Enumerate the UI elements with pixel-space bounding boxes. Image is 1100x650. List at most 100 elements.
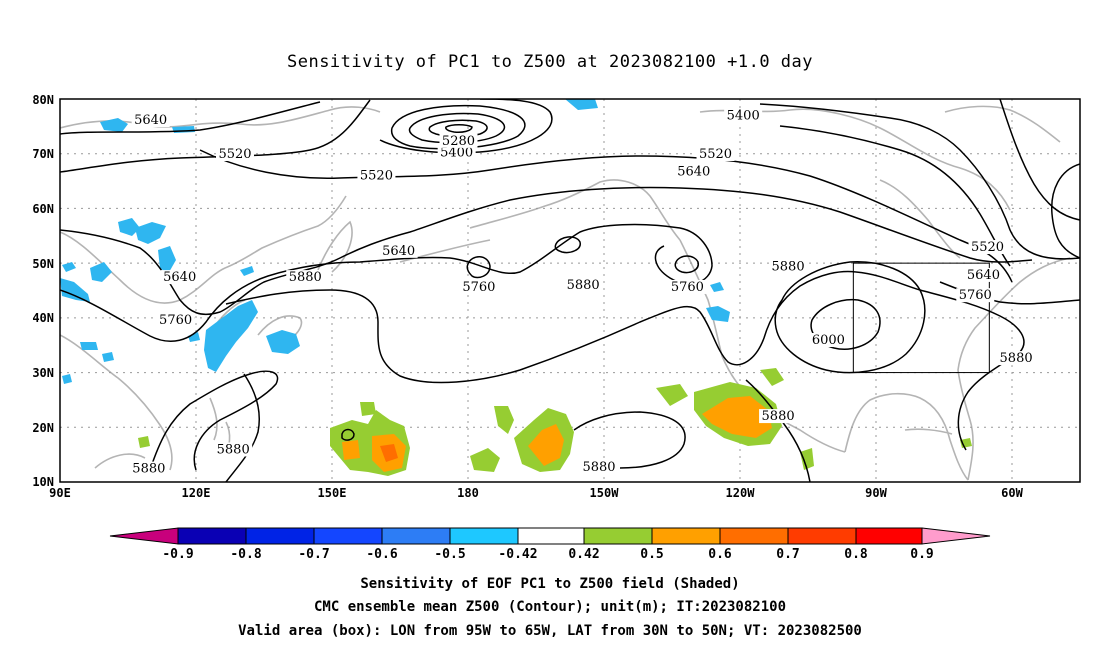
- colorbar-bin: [517, 527, 585, 545]
- contour-label: 5760: [671, 280, 704, 295]
- colorbar-label: -0.42: [498, 547, 537, 562]
- coastline-borneo: [94, 453, 146, 469]
- coastline-greenland: [944, 105, 1061, 143]
- pos-patch-south-china-sea: [138, 436, 150, 448]
- contour-5280-low-ring-2: [408, 112, 506, 144]
- pos-patch-east-pacific-core: [702, 396, 772, 438]
- pos-patch-mexico: [760, 368, 784, 386]
- contour-label: 5880: [289, 270, 322, 285]
- contour-5640-greenland: [999, 99, 1080, 221]
- lon-tick-label: 120E: [182, 486, 211, 500]
- colorbar-bin: [449, 527, 519, 545]
- contour-label-background: [759, 409, 798, 424]
- neg-patch-mongolia-b: [62, 262, 76, 272]
- pos-patch-hawaii-west-b: [470, 448, 500, 472]
- colorbar-bin: [177, 527, 247, 545]
- pos-patch-central-america: [800, 448, 814, 470]
- lat-tick-label: 50N: [32, 257, 54, 271]
- coastline-gulf-of-mexico: [844, 392, 969, 481]
- contour-5880-subtropical-ridge: [855, 271, 1025, 451]
- contour-label-background: [964, 267, 1003, 282]
- pos-patch-marianas-core-a: [342, 440, 360, 460]
- coastline-asia-east: [60, 195, 347, 304]
- colorbar-label: 0.7: [776, 547, 799, 562]
- figure-caption: Sensitivity of EOF PC1 to Z500 field (Sh…: [238, 576, 862, 639]
- positive-sensitivity-patches: [138, 368, 972, 476]
- contour-5520-canada-trough: [779, 125, 1011, 267]
- colorbar-label: -0.7: [298, 547, 329, 562]
- contour-5640-labrador: [1051, 163, 1080, 259]
- contour-label-background: [674, 164, 713, 179]
- contour-5880-mid-pacific: [149, 370, 279, 471]
- contour-labels: 5640552055205400528054005520564056405640…: [129, 108, 1036, 477]
- sensitivity-shading: [60, 99, 972, 476]
- contour-label: 5640: [382, 244, 415, 259]
- contour-label-background: [156, 312, 195, 327]
- contour-6000-high-outer: [774, 261, 926, 374]
- lon-tick-label: 90E: [49, 486, 71, 500]
- colorbar-label: -0.6: [366, 547, 397, 562]
- contour-label-background: [668, 279, 707, 294]
- contour-label-background: [956, 288, 995, 303]
- neg-patch-west-china: [62, 374, 72, 384]
- contour-label-background: [809, 333, 848, 348]
- contour-5520-central: [199, 149, 1013, 283]
- contour-label: 5400: [440, 145, 473, 160]
- contour-label: 6000: [812, 333, 845, 348]
- contour-label-background: [129, 461, 168, 476]
- contour-label: 5400: [727, 109, 760, 124]
- contour-5880-taiwan: [225, 373, 260, 482]
- lat-tick-label: 80N: [32, 93, 54, 107]
- contour-label-background: [379, 243, 418, 258]
- colorbar-label: 0.9: [910, 547, 933, 562]
- contour-label-background: [286, 270, 325, 285]
- contour-5280-low-ring-3: [428, 119, 488, 138]
- map-frame: [59, 98, 1081, 483]
- contour-label-background: [131, 113, 170, 128]
- valid-area-box: [852, 262, 990, 374]
- colorbar-bin: [787, 527, 857, 545]
- lon-tick-label: 180: [457, 486, 479, 500]
- contour-label-background: [160, 270, 199, 285]
- contour-closed-mid-b: [674, 255, 699, 274]
- colorbar-label: -0.8: [230, 547, 261, 562]
- contour-label: 5520: [360, 168, 393, 183]
- lon-tick-label: 120W: [726, 486, 756, 500]
- lat-tick-label: 40N: [32, 311, 54, 325]
- neg-patch-siberia-mid-b: [135, 222, 166, 244]
- contour-label: 5880: [567, 278, 600, 293]
- neg-patch-siberia-mid-a: [118, 218, 140, 236]
- contour-5880-central: [225, 270, 857, 384]
- contour-5640-siberia-ridge: [60, 186, 1033, 316]
- contour-label: 5880: [582, 460, 615, 475]
- contour-closed-mid-a: [554, 236, 581, 254]
- pos-patch-hawaii-core: [528, 424, 564, 466]
- contour-label: 5640: [967, 268, 1000, 283]
- neg-patch-north-china: [240, 266, 254, 276]
- contour-5880-pacific-east: [573, 411, 686, 469]
- contour-label: 5520: [218, 147, 251, 162]
- neg-patch-japan: [266, 330, 300, 354]
- neg-patch-mongolia-a: [90, 262, 112, 282]
- contour-label: 5760: [959, 288, 992, 303]
- neg-patch-china-inland: [80, 342, 98, 350]
- colorbar-label: -0.9: [162, 547, 193, 562]
- neg-patch-bc-coast: [710, 282, 724, 292]
- contour-label-background: [357, 168, 396, 183]
- pos-patch-east-pacific-a: [656, 384, 688, 406]
- neg-patch-siberia-mid-c: [158, 246, 176, 274]
- contour-label: 5640: [677, 165, 710, 180]
- colorbar-label: 0.6: [708, 547, 732, 562]
- neg-patch-central-asia: [60, 278, 90, 302]
- neg-patch-south-china: [102, 352, 114, 362]
- contour-label-background: [968, 240, 1007, 255]
- lon-tick-label: 150E: [318, 486, 347, 500]
- contour-label: 5640: [134, 113, 167, 128]
- contour-label: 5520: [699, 147, 732, 162]
- longitude-axis-labels: 90E 120E 150E 180 150W 120W 90W 60W: [49, 486, 1023, 500]
- contour-closed-mid-c: [466, 256, 491, 279]
- contour-5880-mexico: [745, 379, 811, 482]
- contour-label-background: [437, 145, 476, 160]
- coastline-kamchatka: [317, 220, 353, 273]
- colorbar-label: 0.8: [844, 547, 868, 562]
